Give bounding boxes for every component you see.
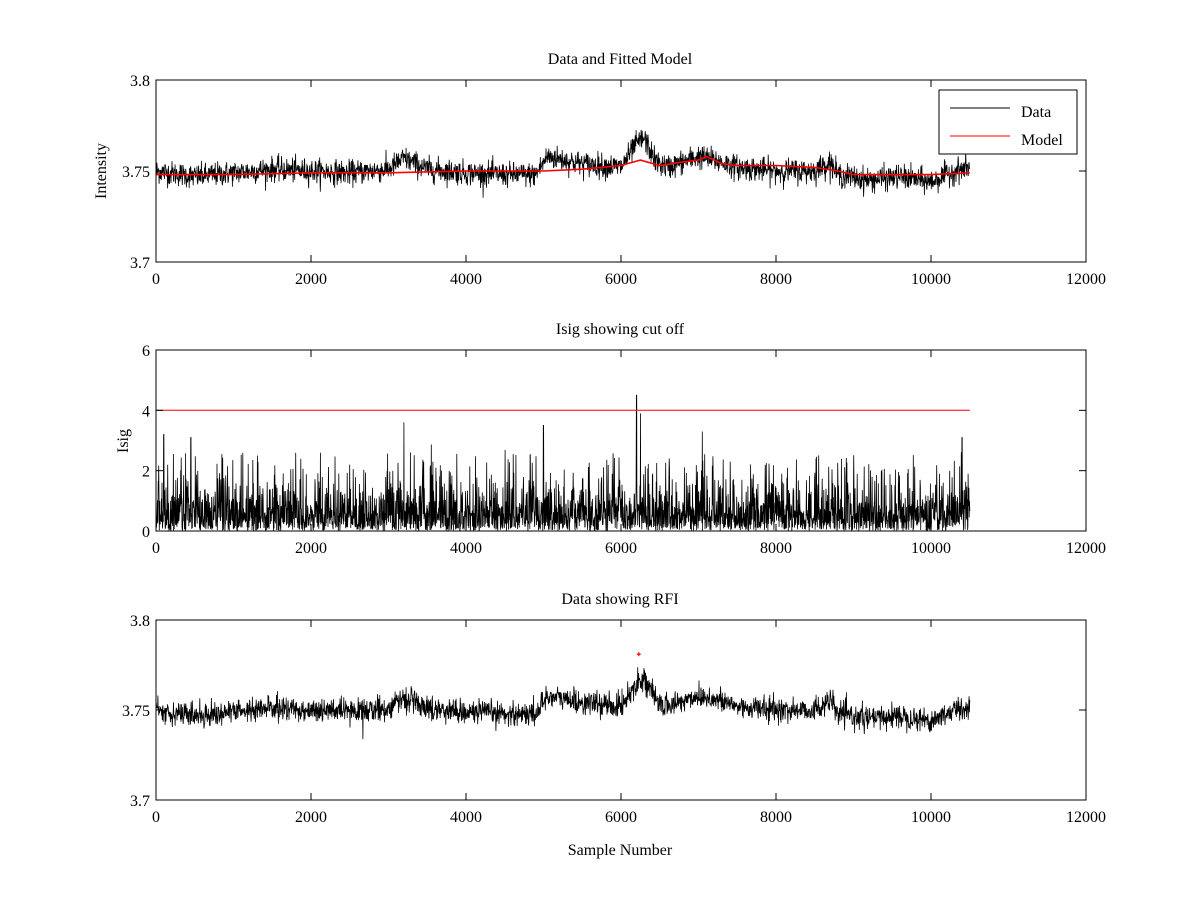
x-tick-label: 12000: [1066, 809, 1106, 826]
x-axis-label: Sample Number: [568, 842, 673, 859]
x-tick-label: 0: [152, 271, 160, 288]
x-tick-label: 10000: [911, 809, 951, 826]
y-tick-label: 3.75: [122, 164, 150, 181]
y-tick-label: 6: [142, 343, 150, 360]
panel-title: Isig showing cut off: [556, 321, 685, 338]
legend: Data Model: [938, 89, 1078, 155]
legend-entry-data: Data: [1021, 104, 1051, 121]
panel-data-showing-rfi: Data showing RFI Sample Number 0 2000 4000…: [122, 591, 1106, 859]
legend-entry-model: Model: [1021, 132, 1063, 149]
y-tick-label: 4: [142, 403, 150, 420]
isig-series-line: [156, 394, 971, 531]
x-tick-label: 4000: [450, 540, 482, 557]
x-tick-label: 8000: [760, 540, 792, 557]
panel-isig-cut-off: Isig showing cut off Isig 0 2000 4000 6000 8…: [115, 321, 1106, 557]
x-tick-label: 2000: [295, 540, 327, 557]
x-tick-label: 6000: [605, 540, 637, 557]
x-tick-label: 10000: [911, 540, 951, 557]
y-axis-label: Intensity: [93, 143, 110, 199]
y-tick-label: 3.75: [122, 703, 150, 720]
panel-title: Data and Fitted Model: [548, 51, 693, 68]
y-tick-label: 3.8: [130, 73, 150, 90]
legend-box: [938, 89, 1078, 155]
x-tick-label: 12000: [1066, 271, 1106, 288]
y-axis-label: Isig: [115, 429, 132, 453]
x-tick-label: 6000: [605, 809, 637, 826]
x-tick-label: 6000: [605, 271, 637, 288]
x-tick-label: 4000: [450, 271, 482, 288]
y-tick-label: 0: [142, 524, 150, 541]
x-tick-label: 10000: [911, 271, 951, 288]
x-tick-label: 8000: [760, 271, 792, 288]
panel-title: Data showing RFI: [561, 591, 678, 608]
x-tick-label: 0: [152, 540, 160, 557]
x-tick-label: 2000: [295, 271, 327, 288]
y-tick-label: 3.7: [130, 793, 150, 810]
x-tick-label: 0: [152, 809, 160, 826]
x-tick-label: 8000: [760, 809, 792, 826]
x-tick-label: 4000: [450, 809, 482, 826]
y-tick-label: 2: [142, 464, 150, 481]
y-tick-label: 3.7: [130, 255, 150, 272]
x-tick-label: 2000: [295, 809, 327, 826]
panel-data-fitted-model: Data and Fitted Model Intensity 0 2000 400…: [93, 51, 1106, 288]
model-series-line: [156, 155, 970, 176]
data-series-line: [156, 667, 971, 740]
x-tick-label: 12000: [1066, 540, 1106, 557]
y-tick-label: 3.8: [130, 613, 150, 630]
